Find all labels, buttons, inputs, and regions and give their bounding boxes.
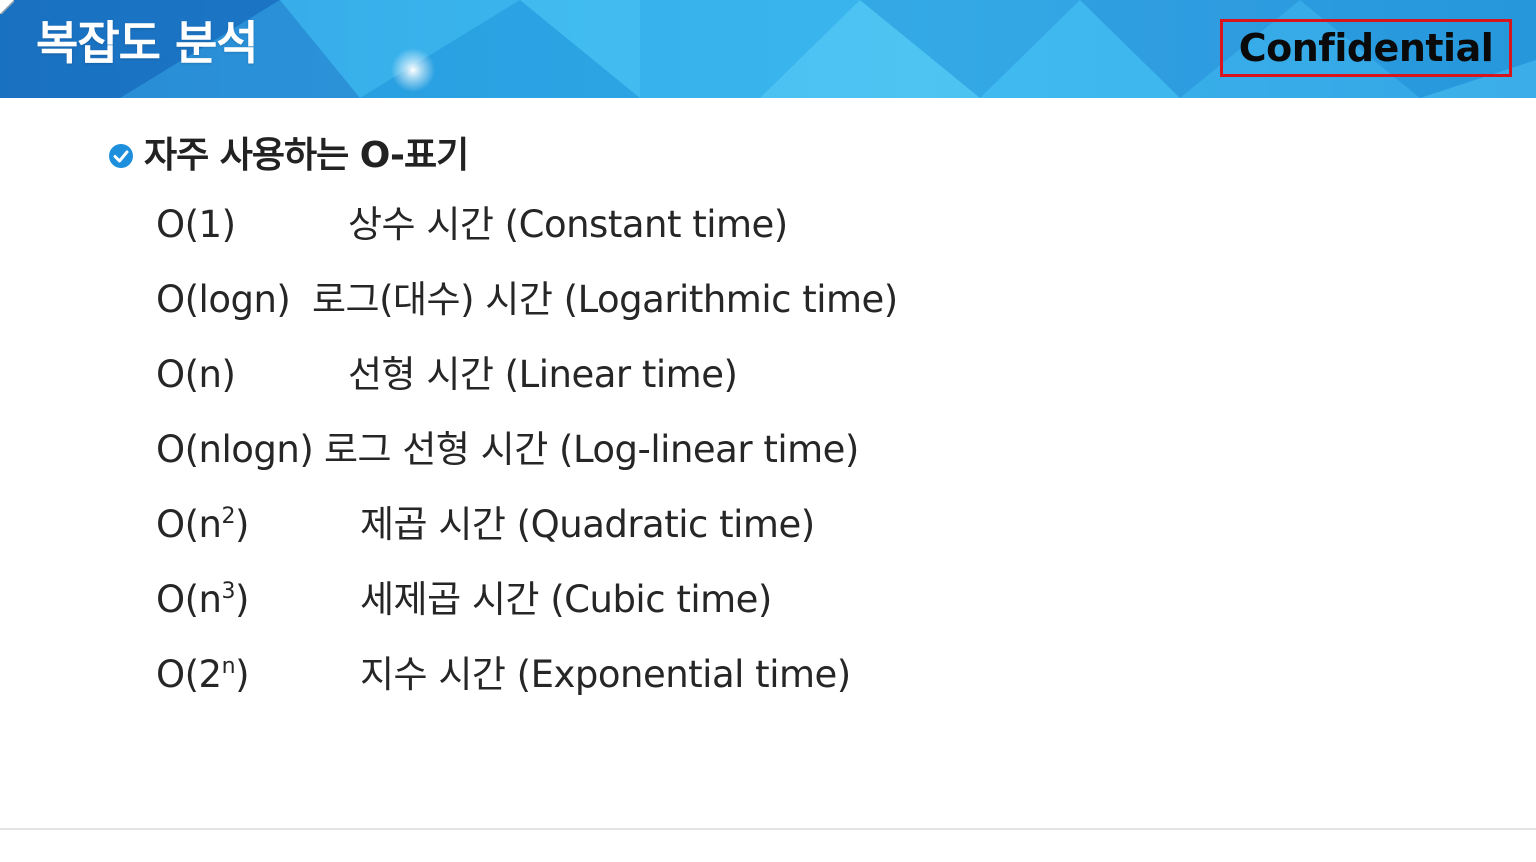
header-banner: 복잡도 분석 Confidential <box>0 0 1536 98</box>
complexity-description: 제곱 시간 (Quadratic time) <box>360 503 815 546</box>
complexity-description: 세제곱 시간 (Cubic time) <box>360 578 772 621</box>
complexity-description: 상수 시간 (Constant time) <box>348 203 788 246</box>
big-o-notation: O(2n) <box>156 653 249 696</box>
big-o-notation: O(logn) <box>156 278 291 321</box>
complexity-description: 로그(대수) 시간 (Logarithmic time) <box>312 278 898 321</box>
big-o-notation: O(1) <box>156 203 236 246</box>
check-circle-icon <box>109 144 133 168</box>
big-o-notation: O(n) <box>156 353 236 396</box>
header-background <box>0 0 1536 98</box>
complexity-description: 지수 시간 (Exponential time) <box>360 653 851 696</box>
corner-fold-icon <box>0 0 14 14</box>
section-heading: 자주 사용하는 O-표기 <box>144 135 469 176</box>
confidential-label: Confidential <box>1238 26 1494 70</box>
big-o-notation: O(n2) <box>156 503 249 546</box>
big-o-notation: O(nlogn) <box>156 428 314 471</box>
complexity-description: 선형 시간 (Linear time) <box>348 353 738 396</box>
confidential-badge: Confidential <box>1220 19 1512 77</box>
footer-divider <box>0 828 1536 830</box>
big-o-notation: O(n3) <box>156 578 249 621</box>
complexity-description: 로그 선형 시간 (Log-linear time) <box>324 428 859 471</box>
slide-title: 복잡도 분석 <box>36 16 259 70</box>
section-heading-row: 자주 사용하는 O-표기 <box>108 132 469 180</box>
